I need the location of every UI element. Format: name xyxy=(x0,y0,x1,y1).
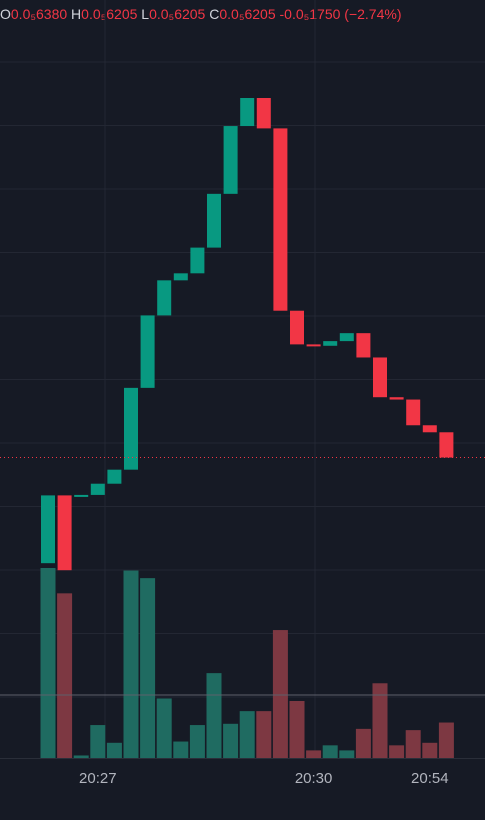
candle xyxy=(207,193,221,248)
volume-bar xyxy=(106,742,122,758)
volume-bar xyxy=(206,673,222,758)
time-tick-label: 20:54 xyxy=(411,770,449,787)
volume-bar xyxy=(289,701,305,758)
volume-bar xyxy=(438,722,454,758)
volume-bar xyxy=(90,725,106,758)
volume-bar xyxy=(372,683,388,758)
candle xyxy=(256,98,271,129)
volume-bar xyxy=(40,568,56,758)
candle xyxy=(157,280,172,316)
candle xyxy=(57,495,72,571)
change-value: -0.0₅1750 (−2.74%) xyxy=(279,6,402,22)
candle xyxy=(406,399,421,426)
candle xyxy=(323,341,338,346)
candle xyxy=(190,247,205,274)
candle xyxy=(439,432,454,458)
volume-bar xyxy=(173,741,189,758)
volume-bar xyxy=(189,725,205,758)
volume-bar xyxy=(223,723,239,758)
volume-bar xyxy=(306,750,322,758)
volume-bar xyxy=(123,570,139,758)
candle xyxy=(74,494,89,497)
volume-bar xyxy=(272,630,288,758)
candle xyxy=(107,469,122,484)
candle xyxy=(140,315,155,388)
high-key: H xyxy=(71,6,82,22)
open-value: 0.0₅6380 xyxy=(10,6,68,22)
time-tick-label: 20:27 xyxy=(79,770,117,787)
time-tick-label: 20:30 xyxy=(295,770,333,787)
candle xyxy=(356,333,371,358)
volume-bar xyxy=(57,593,73,758)
volume-bar xyxy=(239,711,255,758)
low-key: L xyxy=(141,6,150,22)
candle xyxy=(273,128,288,311)
volume-bar xyxy=(322,745,338,758)
volume-bar xyxy=(422,742,438,758)
volume-bar xyxy=(73,755,89,758)
candle xyxy=(90,483,105,495)
candle xyxy=(389,397,404,400)
volume-bar xyxy=(156,698,172,758)
volume-bar xyxy=(355,728,371,758)
candle xyxy=(41,495,55,564)
candle xyxy=(223,126,238,194)
candle xyxy=(173,273,188,281)
candle xyxy=(240,98,255,127)
close-key: C xyxy=(209,6,220,22)
candle xyxy=(306,344,321,347)
candle xyxy=(339,333,354,342)
close-value: 0.0₅6205 xyxy=(219,6,276,22)
ohlc-legend: O0.0₅6380 H0.0₅6205 L0.0₅6205 C0.0₅6205 … xyxy=(0,6,402,22)
candle xyxy=(290,310,304,345)
candle xyxy=(124,387,138,470)
candle xyxy=(422,425,437,433)
volume-bar xyxy=(256,711,272,758)
volume-bar xyxy=(140,578,156,758)
candle xyxy=(373,357,387,398)
high-value: 0.0₅6205 xyxy=(81,6,138,22)
volume-bar xyxy=(339,750,355,758)
volume-bar xyxy=(389,745,405,758)
low-value: 0.0₅6205 xyxy=(149,6,206,22)
volume-bar xyxy=(405,730,421,758)
open-key: O xyxy=(0,6,11,22)
